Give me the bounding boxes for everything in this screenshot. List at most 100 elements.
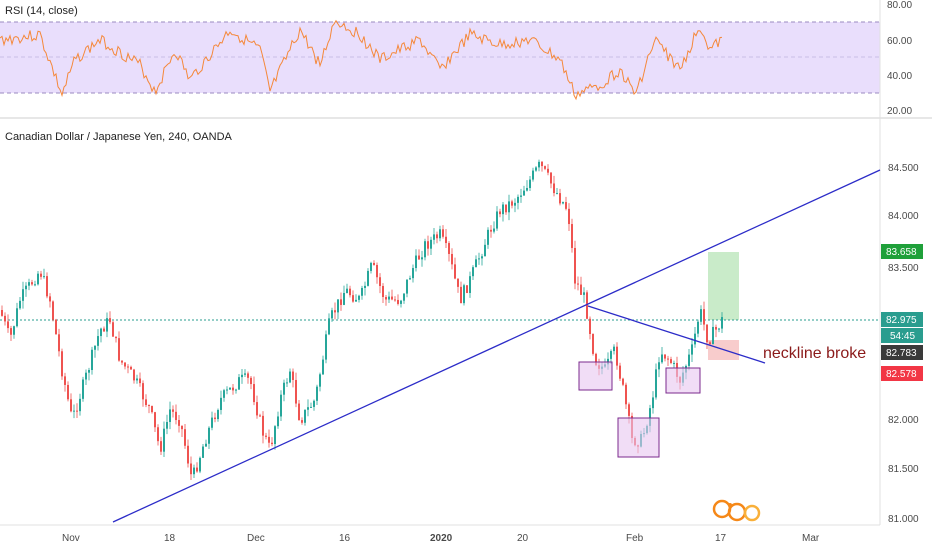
candle-body — [475, 259, 477, 268]
candle-body — [295, 379, 297, 404]
candle-body — [208, 427, 210, 444]
candle-body — [13, 326, 15, 335]
candle-body — [337, 299, 339, 313]
candle-body — [247, 373, 249, 378]
candle-body — [553, 183, 555, 194]
time-axis-label: 2020 — [430, 533, 453, 544]
candle-body — [187, 445, 189, 464]
candle-body — [391, 296, 393, 300]
candle-body — [397, 299, 399, 304]
candle-body — [511, 201, 513, 206]
candle-body — [664, 354, 666, 359]
candle-body — [514, 202, 516, 206]
candle-body — [307, 407, 309, 410]
candle-body — [661, 354, 663, 363]
candle-body — [154, 412, 156, 428]
candle-body — [298, 403, 300, 421]
candle-body — [490, 229, 492, 232]
candle-body — [109, 318, 111, 323]
candle-body — [118, 338, 120, 361]
candle-body — [340, 299, 342, 305]
candle-body — [562, 202, 564, 204]
candle-body — [190, 463, 192, 475]
candle-body — [523, 190, 525, 196]
candle-body — [232, 387, 234, 391]
candle-body — [625, 384, 627, 405]
candle-body — [709, 342, 711, 345]
candle-body — [457, 278, 459, 287]
candle-body — [319, 374, 321, 387]
candle-body — [175, 411, 177, 421]
candle-body — [61, 351, 63, 377]
candle-body — [172, 409, 174, 412]
candle-body — [289, 371, 291, 383]
candle-body — [235, 389, 237, 391]
candle-body — [205, 443, 207, 447]
candle-body — [493, 228, 495, 232]
candle-body — [574, 247, 576, 284]
candle-body — [613, 346, 615, 352]
candle-body — [361, 287, 363, 296]
candle-body — [484, 244, 486, 257]
candle-body — [82, 379, 84, 399]
candle-body — [217, 409, 219, 420]
time-axis-label: 20 — [517, 533, 529, 544]
candle-body — [691, 344, 693, 355]
candle-body — [256, 402, 258, 416]
rsi-band — [0, 22, 880, 93]
rsi-axis-label: 80.00 — [887, 0, 912, 11]
candle-body — [163, 428, 165, 452]
right-shoulder-box — [665, 367, 701, 394]
candle-body — [121, 360, 123, 363]
candle-body — [226, 389, 228, 391]
candle-body — [106, 318, 108, 332]
candle-body — [166, 421, 168, 429]
candle-body — [136, 378, 138, 381]
candle-body — [406, 279, 408, 294]
candle-body — [316, 386, 318, 401]
candle-body — [313, 400, 315, 407]
main-price-panel[interactable]: Canadian Dollar / Japanese Yen, 240, OAN… — [0, 131, 923, 525]
candle-body — [1, 310, 3, 316]
candle-body — [559, 193, 561, 204]
candle-body — [376, 264, 378, 278]
candle-body — [88, 369, 90, 373]
candle-body — [394, 299, 396, 301]
candle-body — [73, 410, 75, 412]
candle-body — [352, 295, 354, 302]
candle-body — [25, 285, 27, 290]
candle-body — [622, 378, 624, 385]
candle-body — [592, 334, 594, 354]
rsi-axis-label: 40.00 — [887, 71, 912, 82]
candle-body — [343, 292, 345, 305]
candle-body — [292, 371, 294, 380]
current-price-tag: 82.975 — [881, 312, 923, 327]
candle-body — [97, 336, 99, 346]
candle-body — [160, 441, 162, 452]
candle-body — [184, 429, 186, 446]
candle-body — [715, 326, 717, 330]
candle-body — [268, 436, 270, 443]
candle-body — [415, 255, 417, 269]
candle-body — [145, 399, 147, 406]
candle-body — [16, 308, 18, 327]
price-axis-label: 81.000 — [888, 514, 919, 525]
time-axis-label: Feb — [626, 533, 644, 544]
candle-body — [349, 288, 351, 296]
time-axis-label: Dec — [247, 533, 265, 544]
candle-body — [544, 166, 546, 169]
candle-body — [655, 369, 657, 398]
candle-body — [76, 410, 78, 412]
main-chart-title: Canadian Dollar / Japanese Yen, 240, OAN… — [5, 131, 233, 143]
candle-body — [580, 284, 582, 295]
candle-body — [421, 257, 423, 260]
candle-body — [547, 168, 549, 173]
rsi-panel[interactable]: RSI (14, close) 80.00 60.00 40.00 20.00 — [0, 0, 912, 117]
time-axis[interactable]: Nov 18 Dec 16 2020 20 Feb 17 Mar — [62, 533, 820, 544]
candle-body — [571, 224, 573, 248]
candle-body — [472, 267, 474, 277]
candle-body — [424, 241, 426, 258]
candle-body — [151, 406, 153, 413]
svg-text:82.578: 82.578 — [886, 369, 917, 380]
